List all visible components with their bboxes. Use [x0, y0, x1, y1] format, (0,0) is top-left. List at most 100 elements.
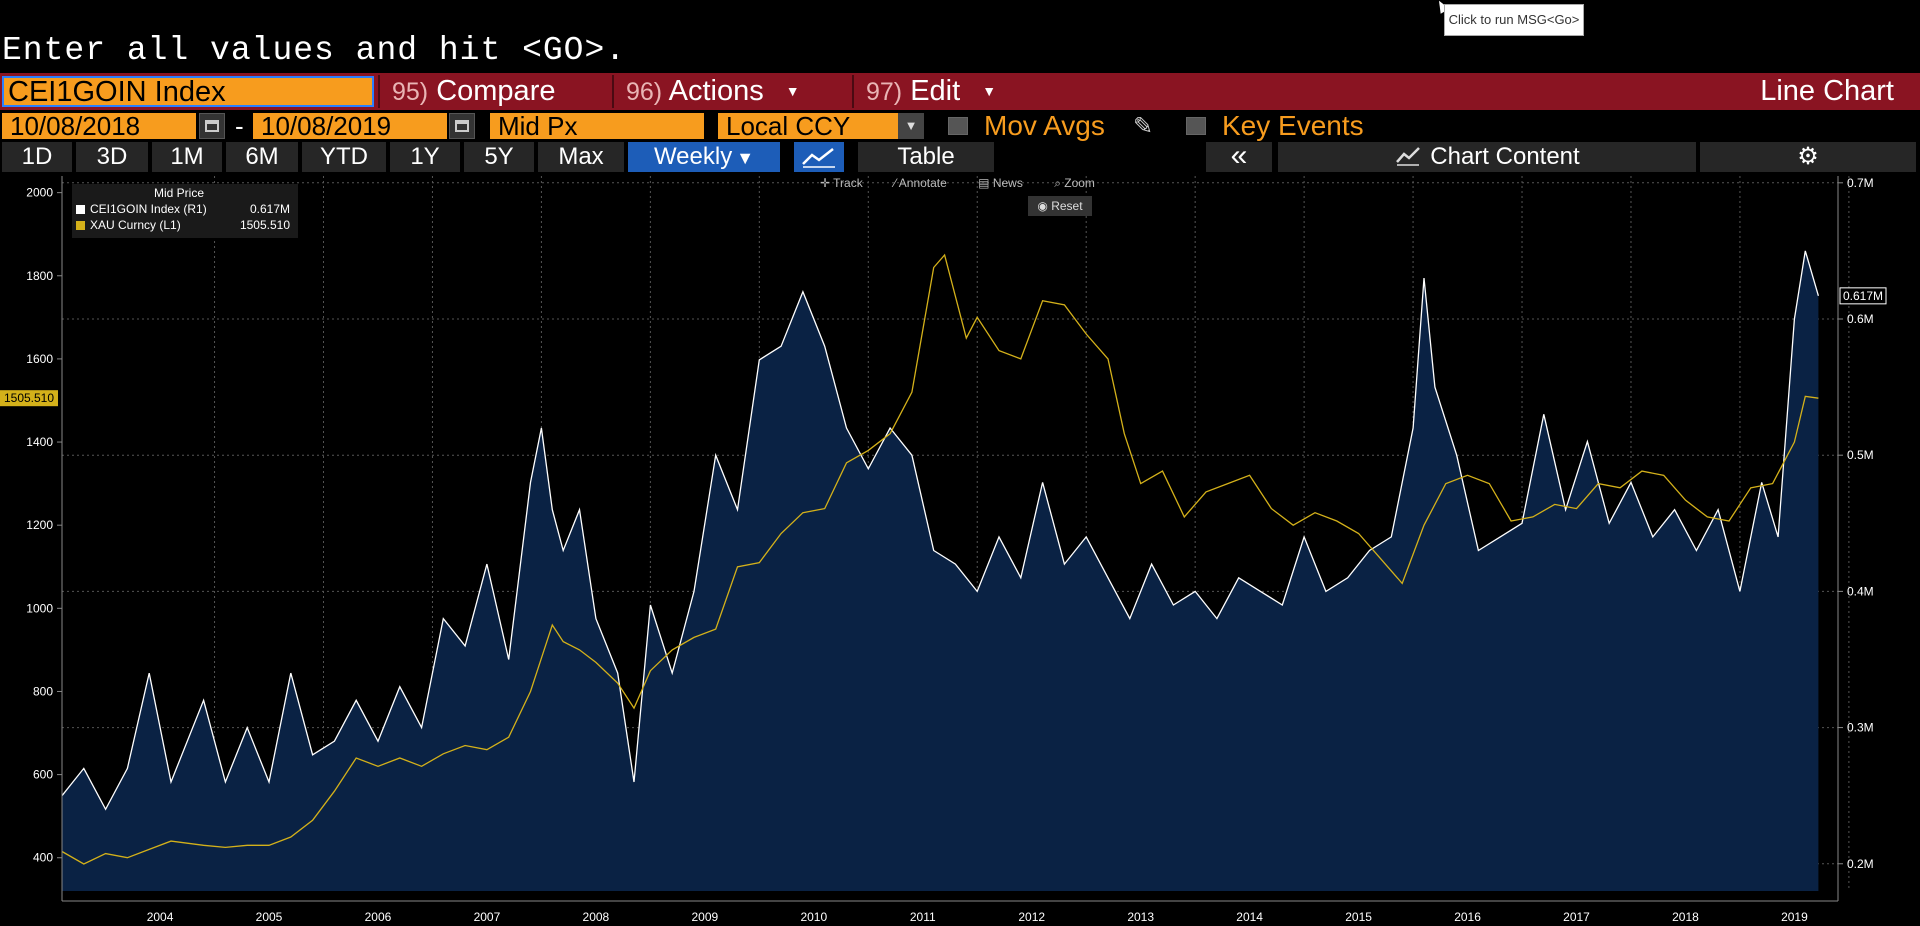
year-label: 2009: [691, 910, 718, 924]
range-1d[interactable]: 1D: [2, 142, 72, 172]
left-tick-label: 1800: [26, 269, 53, 283]
range-1m[interactable]: 1M: [152, 142, 222, 172]
key-events-checkbox[interactable]: [1186, 117, 1206, 135]
chart-content-label: Chart Content: [1430, 143, 1580, 170]
gold-last-value: 1505.510: [4, 391, 54, 405]
start-date-input[interactable]: 10/08/2018: [2, 113, 196, 139]
range-1y[interactable]: 1Y: [390, 142, 460, 172]
collapse-button[interactable]: «: [1206, 141, 1272, 172]
actions-label: Actions: [668, 75, 764, 107]
calendar-icon: [205, 120, 219, 132]
actions-number: 96): [626, 78, 663, 106]
ticker-input[interactable]: CEI1GOIN Index: [2, 76, 374, 107]
index-area: [62, 250, 1819, 891]
edit-number: 97): [866, 78, 903, 106]
legend: Mid Price CEI1GOIN Index (R1) 0.617M XAU…: [72, 184, 298, 238]
right-tick-label: 0.2M: [1847, 857, 1874, 871]
line-chart-icon: [802, 148, 835, 168]
year-label: 2016: [1454, 910, 1481, 924]
legend-s2-value: 1505.510: [239, 218, 290, 232]
year-label: 2008: [583, 910, 610, 924]
year-label: 2010: [800, 910, 827, 924]
year-label: 2013: [1127, 910, 1154, 924]
currency-dropdown-button[interactable]: ▼: [898, 113, 924, 139]
left-tick-label: 1200: [26, 518, 53, 532]
legend-s2-label: XAU Curncy (L1): [90, 218, 181, 232]
news-label: News: [992, 176, 1023, 190]
edit-menu-button[interactable]: 97) Edit ▼: [852, 75, 1028, 108]
news-tool[interactable]: ▤ News: [978, 176, 1023, 190]
line-chart[interactable]: 400 600 800 1000 1200 1400 1600 1800 2000 0.2M 0.3…: [0, 176, 1920, 926]
legend-header: Mid Price: [154, 186, 205, 200]
year-label: 2018: [1672, 910, 1699, 924]
legend-s1-value: 0.617M: [249, 202, 290, 216]
track-tool[interactable]: ✛ Track: [820, 176, 863, 190]
year-label: 2017: [1563, 910, 1590, 924]
year-label: 2014: [1236, 910, 1263, 924]
legend-swatch-white: [76, 205, 85, 214]
legend-item-index: CEI1GOIN Index (R1): [76, 202, 207, 216]
index-last-badge: [1839, 287, 1887, 305]
left-tick-label: 1000: [26, 601, 53, 615]
chart-content-icon: [1396, 147, 1421, 166]
period-select[interactable]: Weekly ▼: [628, 142, 780, 172]
period-label: Weekly: [653, 143, 733, 170]
start-calendar-button[interactable]: [199, 113, 225, 139]
year-label: 2019: [1781, 910, 1808, 924]
currency-select[interactable]: Local CCY: [718, 113, 898, 139]
year-label: 2007: [474, 910, 501, 924]
compare-label: Compare: [436, 75, 556, 107]
reset-button[interactable]: ◉ Reset: [1028, 196, 1092, 216]
pencil-icon[interactable]: ✎: [1133, 113, 1154, 140]
actions-menu-button[interactable]: 96) Actions ▼: [612, 75, 842, 108]
gold-line: [61, 253, 1819, 865]
track-label: Track: [833, 176, 863, 190]
edit-label: Edit: [910, 75, 961, 107]
year-label: 2012: [1018, 910, 1045, 924]
left-tick-label: 2000: [26, 186, 53, 200]
gold-last-badge: [0, 390, 58, 407]
right-tick-label: 0.6M: [1847, 312, 1874, 326]
chevron-down-icon: ▼: [785, 83, 800, 99]
zoom-tool[interactable]: ⌕ Zoom: [1054, 176, 1095, 190]
settings-button[interactable]: ⚙: [1700, 142, 1916, 172]
price-field-select[interactable]: Mid Px: [490, 113, 704, 139]
range-3d[interactable]: 3D: [76, 142, 148, 172]
annotate-tool[interactable]: ⁄ Annotate: [894, 176, 947, 190]
annotate-label: Annotate: [898, 176, 947, 190]
left-tick-label: 1600: [26, 352, 53, 366]
range-max[interactable]: Max: [538, 142, 624, 172]
line-chart-type-button[interactable]: [794, 142, 844, 172]
end-date-input[interactable]: 10/08/2019: [253, 113, 447, 139]
chart-tools: ✛ Track ⁄ Annotate ▤ News ⌕ Zoom: [820, 176, 1123, 194]
right-tick-label: 0.3M: [1847, 721, 1874, 735]
compare-number: 95): [392, 78, 429, 106]
left-tick-label: 400: [33, 851, 53, 865]
command-line-prompt: Enter all values and hit <GO>.: [2, 32, 627, 69]
year-label: 2005: [256, 910, 283, 924]
key-events-label[interactable]: Key Events: [1222, 110, 1364, 141]
right-tick-label: 0.7M: [1847, 176, 1874, 190]
right-tick-label: 0.4M: [1847, 584, 1874, 598]
year-label: 2006: [365, 910, 392, 924]
year-label: 2011: [910, 910, 936, 924]
end-calendar-button[interactable]: [449, 113, 475, 139]
legend-swatch-gold: [76, 221, 85, 230]
index-last-value: 0.617M: [1843, 289, 1883, 303]
gear-icon: ⚙: [1797, 143, 1819, 170]
legend-s1-label: CEI1GOIN Index (R1): [90, 202, 207, 216]
range-6m[interactable]: 6M: [226, 142, 298, 172]
range-5y[interactable]: 5Y: [464, 142, 534, 172]
dropdown-triangle-icon: ▼: [736, 148, 755, 168]
table-button[interactable]: Table: [858, 142, 994, 172]
zoom-label: Zoom: [1064, 176, 1095, 190]
left-tick-label: 1400: [26, 435, 53, 449]
mov-avgs-checkbox[interactable]: [948, 117, 968, 135]
chevron-down-icon: ▼: [982, 83, 997, 99]
msg-tooltip: Click to run MSG<Go>: [1444, 4, 1584, 36]
compare-button[interactable]: 95) Compare: [378, 75, 598, 108]
mov-avgs-label[interactable]: Mov Avgs: [984, 110, 1105, 141]
range-ytd[interactable]: YTD: [302, 142, 386, 172]
chart-content-button[interactable]: Chart Content: [1278, 142, 1696, 172]
chart-type-label: Line Chart: [1760, 75, 1894, 107]
